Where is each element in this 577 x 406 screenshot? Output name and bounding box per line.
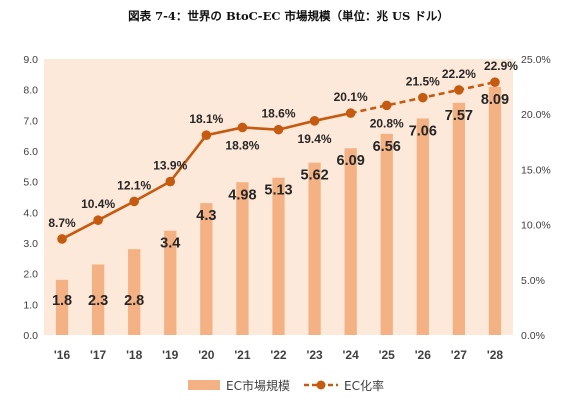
rate-point [490, 77, 500, 87]
y-left-tick-label: 7.0 [23, 115, 38, 127]
y-left-tick-label: 4.0 [23, 207, 38, 219]
rate-value-label: 21.5% [406, 75, 440, 89]
rate-point [345, 108, 356, 118]
rate-value-label: 10.4% [81, 197, 115, 211]
rate-value-label: 12.1% [117, 178, 151, 192]
bar [55, 279, 69, 335]
bar [308, 162, 321, 335]
y-right-tick-label: 25.0% [521, 54, 551, 66]
legend-label-line: EC化率 [344, 378, 384, 393]
bar [164, 230, 177, 335]
y-right-tick-label: 5.0% [521, 275, 545, 287]
bar-value-label: 7.57 [445, 108, 473, 124]
rate-value-label: 22.9% [484, 59, 518, 73]
bar-value-label: 5.13 [264, 183, 292, 199]
bar [200, 203, 213, 335]
legend-swatch-bar [188, 380, 220, 390]
rate-point [93, 215, 103, 225]
rate-value-label: 13.9% [153, 159, 187, 173]
y-left-tick-label: 3.0 [23, 238, 38, 250]
bar-value-label: 1.8 [52, 293, 72, 309]
rate-point [309, 116, 320, 126]
rate-point [454, 85, 464, 95]
bar-value-label: 4.3 [196, 208, 216, 224]
rate-value-label: 20.1% [334, 90, 368, 104]
bar [344, 148, 357, 335]
rate-value-label: 18.1% [189, 112, 223, 126]
y-right-tick-label: 0.0% [521, 330, 545, 342]
rate-value-label: 22.2% [442, 67, 476, 81]
x-tick-label: '16 [54, 348, 71, 362]
bar [416, 118, 429, 335]
bar-value-label: 2.3 [88, 293, 108, 309]
y-right-tick-label: 15.0% [521, 164, 551, 176]
y-left-tick-label: 5.0 [23, 177, 38, 189]
rate-point [129, 196, 139, 207]
bar [91, 264, 105, 335]
bar [452, 102, 466, 335]
rate-point [57, 234, 67, 244]
y-left-tick-label: 8.0 [23, 85, 38, 97]
x-tick-label: '22 [270, 348, 287, 362]
y-left-tick-label: 9.0 [23, 54, 38, 66]
y-left-tick-label: 1.0 [23, 299, 38, 311]
rate-value-label: 18.6% [261, 107, 295, 121]
legend-swatch-marker [316, 380, 326, 390]
rate-point [381, 100, 392, 111]
rate-value-label: 8.7% [48, 216, 76, 230]
bar-value-label: 6.09 [337, 153, 365, 169]
bar [128, 249, 141, 335]
rate-point [201, 130, 212, 140]
bar-value-label: 7.06 [409, 123, 437, 139]
x-tick-label: '23 [306, 348, 323, 362]
x-tick-label: '20 [198, 348, 215, 362]
rate-point [165, 176, 176, 187]
rate-value-label: 19.4% [298, 132, 332, 146]
bar [272, 177, 285, 335]
bar-value-label: 4.98 [228, 187, 256, 203]
x-tick-label: '27 [451, 348, 468, 362]
x-tick-label: '24 [343, 348, 360, 362]
y-right-tick-label: 20.0% [521, 109, 551, 121]
rate-value-label: 18.8% [225, 138, 259, 152]
bar-value-label: 6.56 [373, 139, 401, 155]
rate-value-label: 20.8% [370, 116, 404, 130]
bar-value-label: 8.09 [481, 92, 509, 108]
chart-title: 図表 7-4：世界の BtoC-EC 市場規模（単位：兆 US ドル） [128, 9, 449, 23]
bar [236, 182, 249, 335]
rate-point [418, 92, 428, 103]
legend-label-bar: EC市場規模 [226, 378, 290, 393]
bar [380, 133, 393, 335]
y-left-tick-label: 2.0 [23, 269, 38, 281]
y-left-tick-label: 6.0 [23, 146, 38, 158]
y-right-tick-label: 10.0% [521, 220, 551, 232]
rate-point [237, 122, 248, 133]
x-tick-label: '18 [126, 348, 143, 362]
bar-value-label: 5.62 [300, 168, 328, 184]
bar-value-label: 2.8 [124, 293, 144, 309]
x-tick-label: '25 [379, 348, 396, 362]
y-left-tick-label: 0.0 [23, 330, 38, 342]
x-tick-label: '26 [415, 348, 432, 362]
x-tick-label: '19 [162, 348, 179, 362]
x-tick-label: '21 [234, 348, 251, 362]
rate-point [273, 124, 284, 135]
bar-value-label: 3.4 [160, 236, 180, 252]
bar [488, 86, 502, 335]
x-tick-label: '28 [487, 348, 504, 362]
x-tick-label: '17 [90, 348, 107, 362]
